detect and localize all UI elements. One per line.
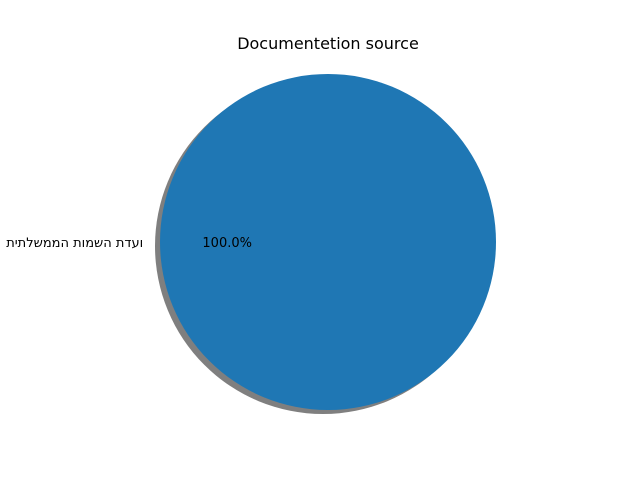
chart-title: Documentetion source [237,34,419,53]
pie-slice [160,74,496,410]
pie-slices: 100.0% ועדת השמות הממשלתית [6,74,496,414]
slice-percent-label: 100.0% [202,236,252,251]
slice-label: ועדת השמות הממשלתית [6,236,143,251]
